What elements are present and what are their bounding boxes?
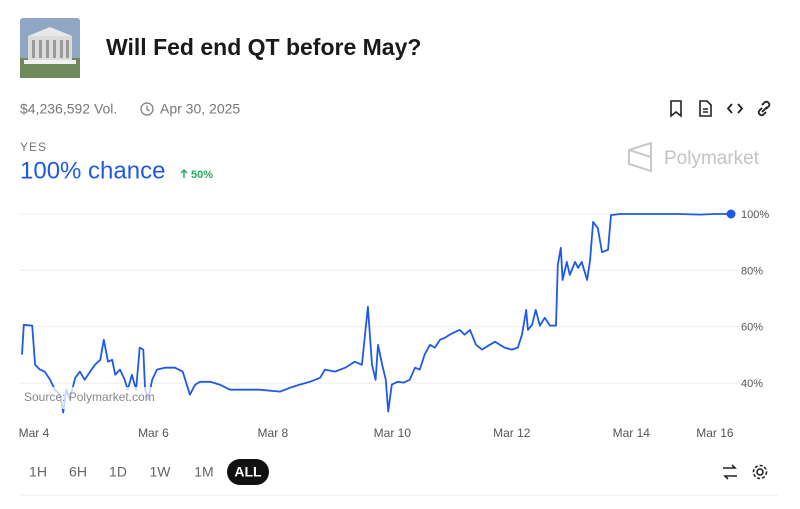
- x-tick-label: Mar 10: [374, 426, 412, 440]
- x-tick-label: Mar 16: [696, 426, 734, 440]
- bookmark-button[interactable]: [670, 100, 682, 118]
- end-point: [726, 209, 736, 219]
- outcome-label: YES: [20, 140, 47, 154]
- y-tick-label: 60%: [741, 322, 763, 334]
- market-image: [20, 18, 80, 78]
- chance: 100% chance: [20, 157, 165, 184]
- y-tick-label: 100%: [741, 209, 769, 221]
- range-button[interactable]: ALL: [234, 464, 262, 480]
- clock-icon: [140, 102, 154, 116]
- change: 50%: [191, 169, 213, 181]
- range-pill: [227, 459, 269, 485]
- x-tick-label: Mar 12: [493, 426, 531, 440]
- x-tick-label: Mar 6: [138, 426, 169, 440]
- up-arrow: [180, 168, 188, 178]
- end-date: Apr 30, 2025: [160, 101, 240, 117]
- range-button[interactable]: 1M: [194, 464, 213, 480]
- source-bg: [20, 387, 168, 409]
- range-button[interactable]: 1D: [109, 464, 127, 480]
- document-button[interactable]: [699, 100, 712, 117]
- x-tick-label: Mar 4: [19, 426, 50, 440]
- y-tick-label: 40%: [741, 378, 763, 390]
- embed-button[interactable]: [726, 103, 744, 114]
- link-button[interactable]: [757, 100, 771, 117]
- time-range-bar: 1H 6H 1D 1W 1M ALL: [29, 459, 269, 485]
- source: Source: Polymarket.com: [24, 390, 155, 404]
- price-line: [21, 213, 731, 414]
- chart: 100% 80% 60% 40% Mar 4 Mar 6 Mar 8 Mar 10 Mar 12…: [19, 209, 770, 440]
- settings-button[interactable]: [752, 464, 768, 480]
- brand-name: Polymarket: [664, 148, 760, 169]
- range-button[interactable]: 1W: [150, 464, 172, 480]
- y-tick-label: 80%: [741, 265, 763, 277]
- volume: $4,236,592 Vol.: [20, 101, 117, 117]
- range-button[interactable]: 1H: [29, 464, 47, 480]
- x-tick-label: Mar 8: [258, 426, 289, 440]
- market-title: Will Fed end QT before May?: [106, 34, 421, 60]
- brand-logo: [628, 141, 652, 173]
- range-button[interactable]: 6H: [69, 464, 87, 480]
- swap-button[interactable]: [723, 464, 737, 480]
- x-tick-label: Mar 14: [613, 426, 651, 440]
